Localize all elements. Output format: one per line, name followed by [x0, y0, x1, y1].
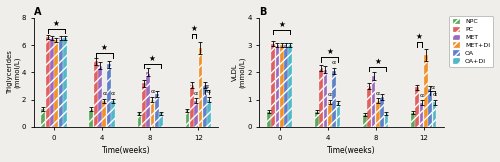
Bar	[138, 113, 141, 127]
Text: α: α	[102, 91, 106, 96]
Bar	[150, 100, 154, 127]
X-axis label: Time(weeks): Time(weeks)	[328, 146, 376, 155]
Bar	[271, 44, 275, 127]
X-axis label: Time(weeks): Time(weeks)	[102, 146, 150, 155]
Text: A: A	[34, 7, 42, 17]
Text: ★: ★	[416, 32, 423, 41]
Bar	[58, 38, 62, 127]
Text: α: α	[432, 92, 436, 97]
Bar	[424, 55, 428, 127]
Bar	[428, 89, 432, 127]
Bar	[159, 113, 163, 127]
Bar	[416, 87, 419, 127]
Bar	[90, 109, 94, 127]
Legend: NPC, PC, MET, MET+DI, OA, OA+DI: NPC, PC, MET, MET+DI, OA, OA+DI	[450, 16, 494, 67]
Bar	[372, 76, 376, 127]
Bar	[46, 37, 50, 127]
Bar	[368, 86, 371, 127]
Bar	[142, 83, 146, 127]
Text: α: α	[376, 91, 380, 96]
Text: B: B	[260, 7, 267, 17]
Bar	[107, 64, 110, 127]
Bar	[332, 71, 336, 127]
Y-axis label: VLDL
(mmol/L): VLDL (mmol/L)	[232, 57, 246, 88]
Text: α: α	[150, 89, 154, 94]
Text: α: α	[194, 91, 198, 96]
Text: ★: ★	[374, 57, 382, 66]
Bar	[54, 40, 58, 127]
Bar	[207, 100, 211, 127]
Bar	[384, 113, 388, 127]
Bar	[63, 38, 67, 127]
Bar	[98, 65, 102, 127]
Text: α: α	[332, 60, 336, 65]
Text: ★: ★	[149, 54, 156, 63]
Bar	[324, 69, 328, 127]
Bar	[432, 102, 436, 127]
Bar	[94, 61, 98, 127]
Bar	[380, 97, 384, 127]
Bar	[288, 45, 292, 127]
Text: α: α	[430, 85, 434, 90]
Text: ★: ★	[326, 47, 333, 56]
Text: α: α	[205, 84, 209, 89]
Bar	[284, 45, 288, 127]
Bar	[111, 101, 115, 127]
Y-axis label: Triglycerides
(mmol/L): Triglycerides (mmol/L)	[7, 50, 20, 94]
Bar	[315, 112, 318, 127]
Text: α: α	[328, 92, 332, 97]
Bar	[411, 113, 415, 127]
Text: ★: ★	[101, 43, 108, 52]
Bar	[102, 101, 106, 127]
Bar	[420, 103, 424, 127]
Bar	[203, 85, 206, 127]
Bar	[328, 102, 332, 127]
Bar	[276, 45, 280, 127]
Bar	[42, 109, 45, 127]
Text: α: α	[207, 89, 211, 94]
Bar	[267, 112, 270, 127]
Text: ★: ★	[278, 20, 285, 29]
Text: ★: ★	[190, 24, 198, 33]
Bar	[336, 103, 340, 127]
Text: α: α	[420, 93, 424, 98]
Bar	[186, 110, 190, 127]
Text: ★: ★	[53, 18, 60, 28]
Bar	[194, 101, 198, 127]
Bar	[376, 101, 380, 127]
Bar	[319, 68, 323, 127]
Bar	[363, 115, 367, 127]
Bar	[280, 45, 283, 127]
Bar	[146, 72, 150, 127]
Bar	[190, 85, 194, 127]
Bar	[198, 48, 202, 127]
Text: α: α	[111, 91, 115, 96]
Bar	[50, 38, 54, 127]
Bar	[155, 94, 158, 127]
